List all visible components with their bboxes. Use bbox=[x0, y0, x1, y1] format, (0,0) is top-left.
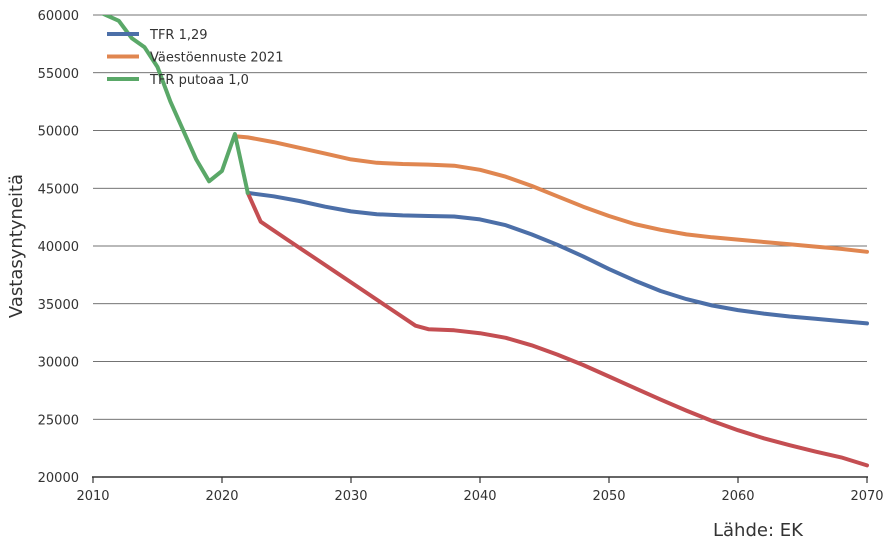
x-tick-label: 2020 bbox=[205, 489, 238, 504]
series-line-tfr-129 bbox=[245, 190, 869, 326]
y-tick-label: 55000 bbox=[38, 67, 79, 82]
y-axis-title: Vastasyntyneitä bbox=[6, 174, 27, 318]
y-tick-label: 40000 bbox=[38, 240, 79, 255]
series-line-tfr-putoaa-10 bbox=[101, 15, 250, 195]
x-tick-label: 2040 bbox=[463, 489, 496, 504]
y-tick-label: 25000 bbox=[38, 413, 79, 428]
legend-label: TFR putoaa 1,0 bbox=[149, 73, 249, 88]
legend: TFR 1,29 Väestöennuste 2021 TFR putoaa 1,0 bbox=[107, 28, 283, 88]
y-tick-label: 35000 bbox=[38, 298, 79, 313]
x-tick-label: 2070 bbox=[850, 489, 883, 504]
y-tick-label: 60000 bbox=[38, 9, 79, 24]
x-tick-label: 2060 bbox=[721, 489, 754, 504]
y-tick-label: 30000 bbox=[38, 356, 79, 371]
y-tick-label: 50000 bbox=[38, 125, 79, 140]
x-tick-labels: 2010 2020 2030 2040 2050 2060 2070 bbox=[76, 477, 884, 504]
x-tick-label: 2050 bbox=[592, 489, 625, 504]
y-tick-label: 45000 bbox=[38, 182, 79, 197]
series-line-vaestoennuste-2021 bbox=[232, 134, 869, 254]
series-line-red bbox=[245, 190, 869, 468]
source-note: Lähde: EK bbox=[713, 520, 803, 541]
x-tick-label: 2030 bbox=[334, 489, 367, 504]
gridlines bbox=[93, 14, 867, 420]
legend-label: TFR 1,29 bbox=[149, 28, 208, 43]
y-tick-label: 20000 bbox=[38, 471, 79, 486]
legend-label: Väestöennuste 2021 bbox=[150, 51, 283, 66]
y-tick-labels: 20000 25000 30000 35000 40000 45000 50000 55000… bbox=[38, 9, 79, 486]
x-tick-label: 2010 bbox=[76, 489, 109, 504]
series-lines bbox=[101, 15, 869, 468]
